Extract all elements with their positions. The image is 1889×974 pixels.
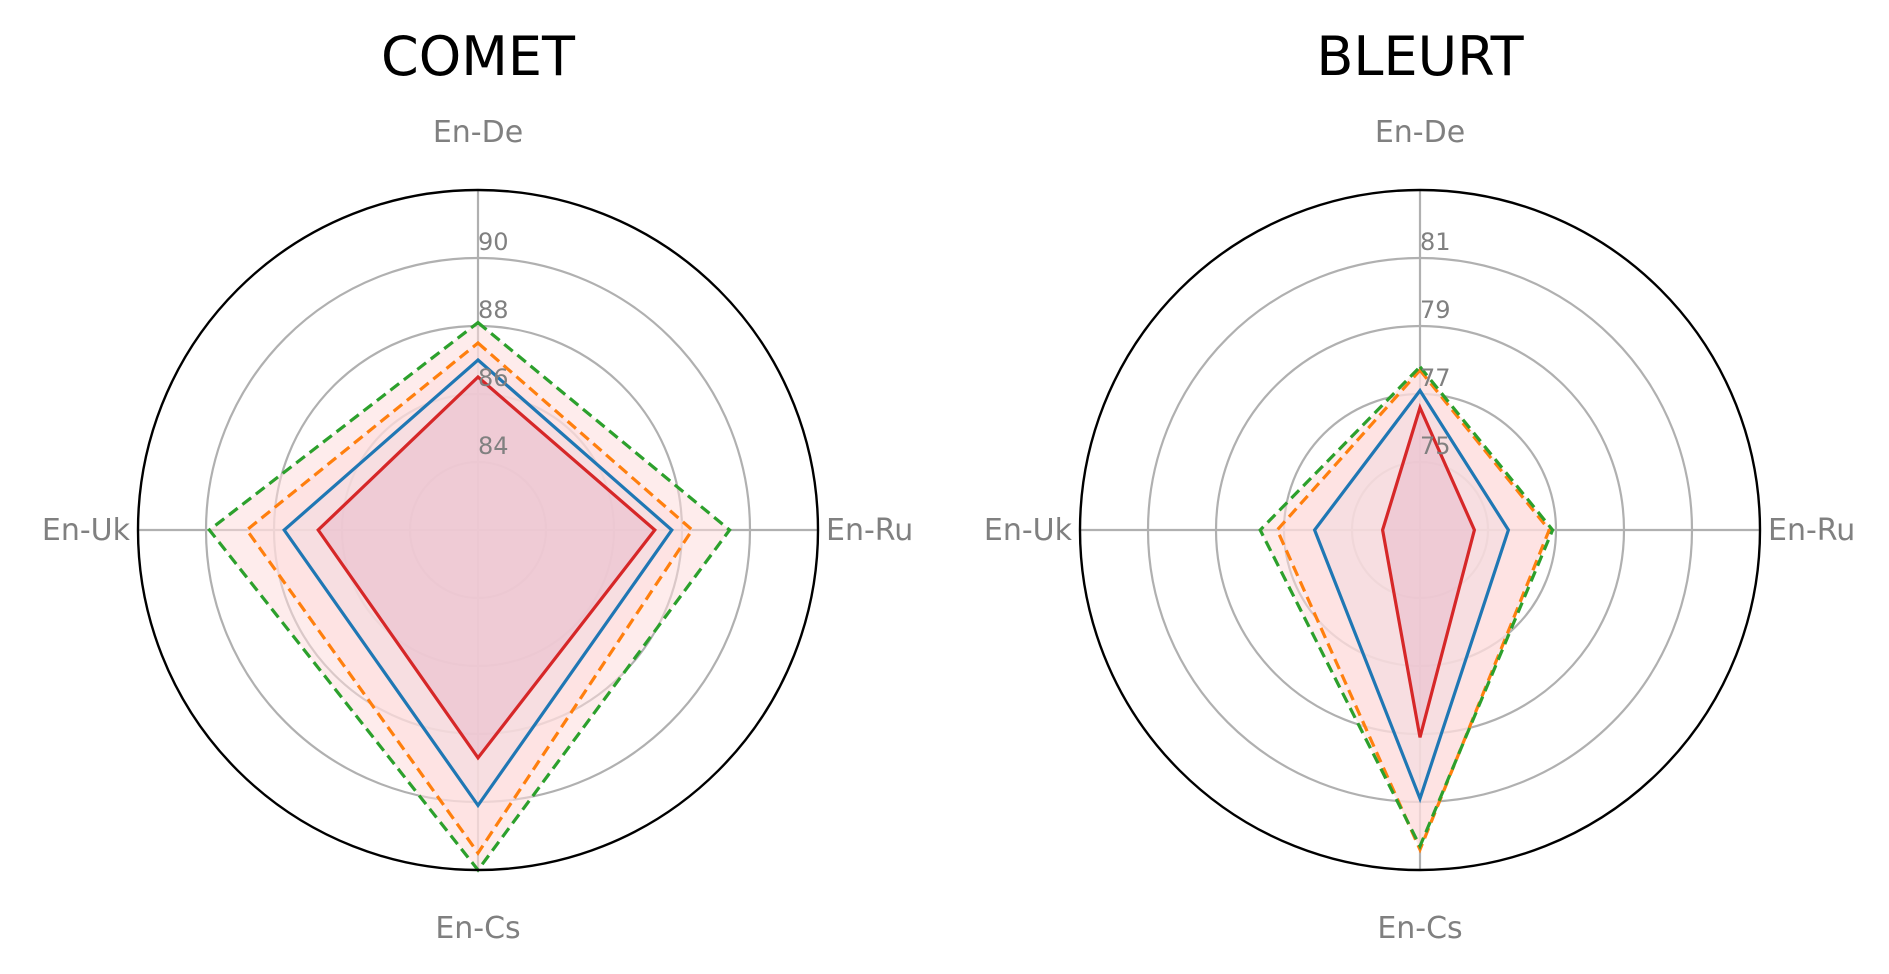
bleurt-axis-label-en-ru: En-Ru: [1768, 513, 1855, 548]
bleurt-axis-label-en-de: En-De: [1375, 115, 1465, 150]
bleurt-title: BLEURT: [1316, 25, 1524, 88]
comet-series-0-line: [282, 357, 674, 809]
comet-axis-label-en-de: En-De: [433, 115, 523, 150]
bleurt-rtick-label: 79: [1420, 296, 1451, 324]
comet-axis-label-en-cs: En-Cs: [435, 911, 520, 946]
bleurt-series-2-line: [1258, 364, 1555, 851]
bleurt-radar-panel: BLEURT 75 77 79 81 En-De En-Ru En-Cs En-Uk: [984, 25, 1855, 946]
bleurt-series-0-line: [1312, 387, 1511, 804]
comet-series-3-line: [316, 374, 657, 761]
bleurt-rtick-label: 81: [1420, 228, 1451, 256]
comet-radar-panel: COMET 84 86 88 90 En-De En-Ru En-Cs En-Uk: [42, 25, 913, 946]
comet-axis-label-en-ru: En-Ru: [826, 513, 913, 548]
bleurt-series-3-line: [1380, 403, 1477, 738]
comet-title: COMET: [381, 25, 576, 88]
comet-axis-label-en-uk: En-Uk: [42, 513, 131, 548]
comet-rtick-label: 90: [478, 228, 509, 256]
comet-frame: [136, 188, 820, 872]
bleurt-axis-label-en-cs: En-Cs: [1377, 911, 1462, 946]
bleurt-rtick-label: 77: [1420, 364, 1451, 392]
comet-series-1-line: [244, 340, 695, 856]
bleurt-frame: [1078, 188, 1762, 872]
bleurt-axis-label-en-uk: En-Uk: [984, 513, 1073, 548]
bleurt-rtick-label: 75: [1420, 432, 1451, 460]
comet-rtick-label: 86: [478, 364, 509, 392]
comet-rtick-label: 88: [478, 296, 509, 324]
comet-series-3-fill: [318, 377, 655, 758]
comet-rtick-label: 84: [478, 432, 509, 460]
